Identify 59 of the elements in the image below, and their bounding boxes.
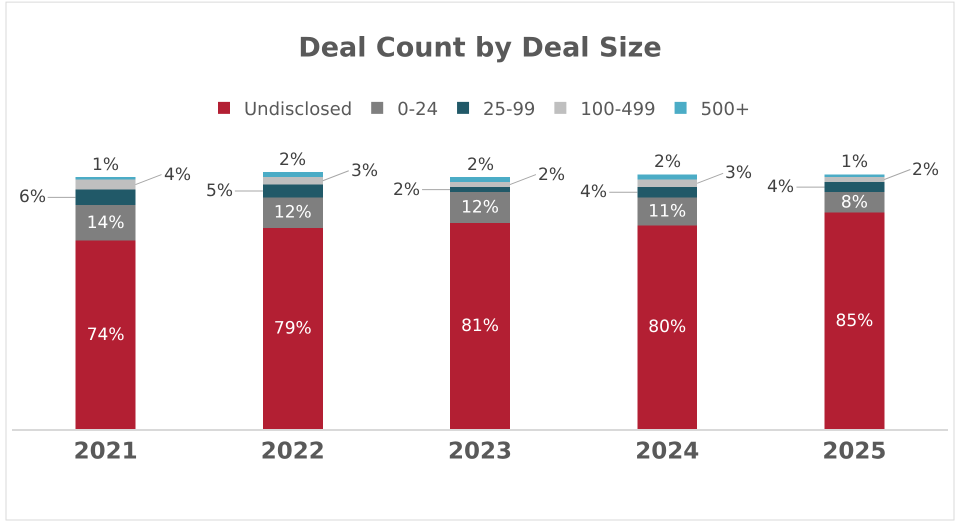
x-tick-label: 2025 [822,438,886,465]
data-label: 2% [912,160,939,180]
bar [824,212,884,429]
data-label: 2% [654,152,681,172]
bar [76,176,136,180]
bar [76,180,136,190]
data-label: 79% [274,318,312,338]
bar [76,204,136,241]
bar [76,240,136,429]
bar [637,187,698,198]
legend-label: 100-499 [580,98,656,120]
data-label: 85% [836,310,874,331]
data-label: 6% [19,187,46,207]
legend-label: Undisclosed [244,98,352,120]
bar [824,174,884,177]
data-label: 1% [92,155,119,175]
bar [262,228,323,429]
bar [262,172,323,177]
data-label: 5% [206,181,233,201]
bar [262,176,323,185]
data-label: 12% [274,202,312,223]
bar [450,192,510,223]
data-label: 81% [461,316,499,336]
bar [824,176,884,182]
chart-title: Deal Count by Deal Size [298,32,662,64]
data-label: 4% [580,182,607,202]
bar [450,187,510,192]
bar [824,182,884,192]
data-label: 1% [841,152,868,172]
x-tick-label: 2023 [448,438,512,465]
data-label: 2% [538,165,565,185]
data-label: 14% [86,212,124,233]
bar [76,190,136,205]
data-label: 4% [164,165,191,185]
legend-label: 25-99 [483,98,536,120]
bar [450,182,510,188]
bar [637,174,698,180]
x-tick-label: 2024 [635,438,700,465]
data-label: 8% [840,192,868,212]
data-label: 3% [725,163,752,183]
data-label: 3% [351,161,378,181]
legend-label: 0-24 [397,98,438,120]
data-label: 12% [461,198,499,218]
bar [450,222,510,429]
bar [637,225,698,429]
bar [450,176,510,182]
data-label: 2% [467,155,494,175]
legend-label: 500+ [700,98,750,120]
data-label: 11% [648,201,686,222]
x-tick-label: 2022 [260,438,325,465]
x-tick-label: 2021 [74,438,138,465]
bar [262,184,323,198]
data-label: 4% [767,177,794,197]
bar [262,197,323,228]
data-label: 74% [86,324,124,345]
data-label: 80% [648,317,686,338]
data-label: 2% [279,150,306,170]
bar [637,180,698,188]
data-label: 2% [393,180,420,200]
